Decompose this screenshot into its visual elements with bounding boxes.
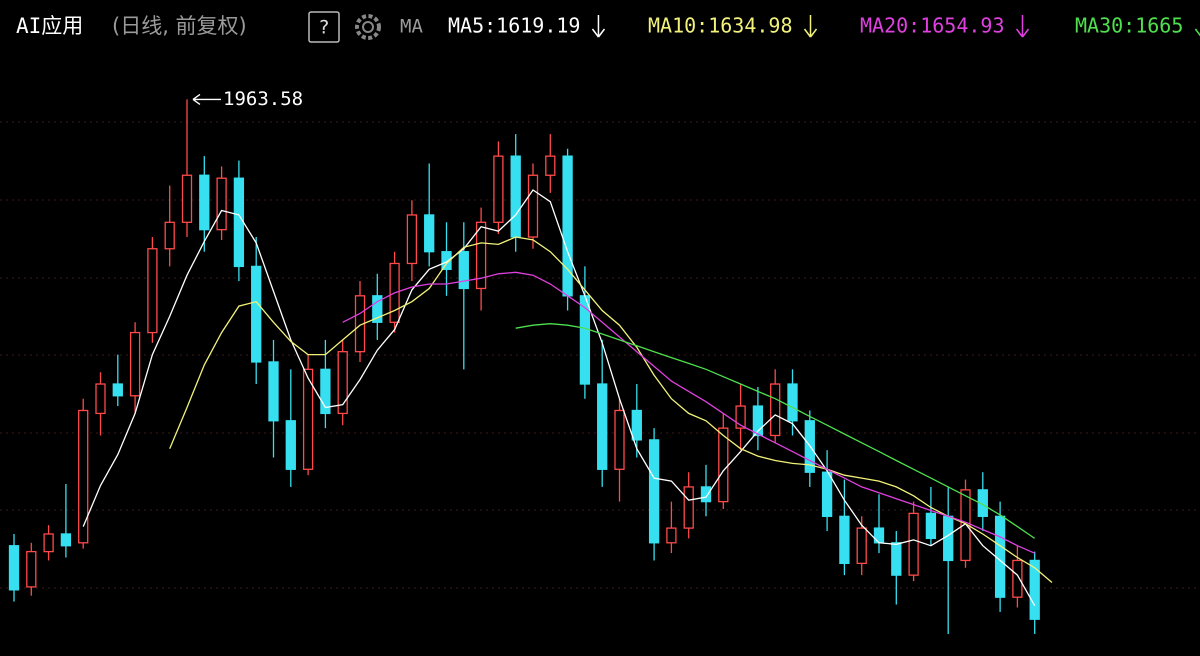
- candle-body: [718, 427, 729, 503]
- candle-body: [320, 368, 331, 415]
- candle-body: [441, 251, 452, 270]
- legend: MA5:1619.19 MA10:1634.98 MA20:1654.93 MA30:…: [448, 14, 1200, 38]
- chart-title: AI应用: [16, 14, 83, 38]
- candle-body: [337, 351, 348, 415]
- help-button[interactable]: ?: [318, 17, 329, 39]
- candle-body: [614, 409, 625, 470]
- candle-body: [233, 177, 245, 268]
- candle-body: [873, 527, 885, 544]
- candle-body: [26, 550, 37, 588]
- legend-entry: MA20:1654.93: [860, 14, 1005, 38]
- candle-body: [856, 527, 867, 565]
- candle-body: [43, 533, 54, 553]
- candle-body: [683, 486, 694, 529]
- legend-arrow: [803, 15, 818, 38]
- legend-arrow: [1194, 28, 1200, 37]
- candle-body: [908, 512, 919, 576]
- candle-body: [527, 174, 539, 238]
- candle-body: [493, 155, 504, 223]
- candle-body: [943, 515, 954, 562]
- candle-body: [770, 383, 781, 437]
- candle-body: [631, 409, 642, 441]
- candle-body: [458, 251, 469, 290]
- candle-body: [268, 361, 279, 422]
- grid: [0, 121, 1200, 589]
- ma-line: [342, 271, 1035, 554]
- candle-body: [666, 527, 677, 544]
- candle-body: [285, 420, 296, 470]
- candle-body: [424, 214, 435, 253]
- candle-body: [562, 155, 573, 297]
- help-box[interactable]: [308, 11, 340, 43]
- legend-arrow: [1015, 15, 1030, 38]
- candle-body: [891, 542, 902, 576]
- candle-body: [199, 174, 210, 231]
- legend-arrow: [591, 15, 606, 38]
- gear-hub: [362, 21, 374, 33]
- candle-body: [8, 545, 20, 591]
- ma-label: MA: [400, 16, 423, 38]
- candle-body: [147, 248, 158, 334]
- ma-line: [169, 236, 1053, 583]
- candle-body: [510, 155, 521, 238]
- candle-body: [129, 331, 141, 397]
- candle-body: [302, 368, 314, 470]
- ma-line: [82, 189, 1036, 607]
- candle-body: [994, 515, 1006, 598]
- candle-body: [112, 383, 123, 397]
- candle-body: [960, 489, 971, 562]
- legend-entry: MA30:1665: [1075, 14, 1183, 38]
- high-annotation: 1963.58: [223, 88, 303, 110]
- settings-icon[interactable]: [355, 14, 381, 40]
- candle-body: [251, 265, 262, 363]
- candle-body: [406, 214, 418, 265]
- candle-body: [821, 471, 833, 517]
- candle-body: [925, 512, 937, 540]
- candle-body: [78, 409, 89, 544]
- candle-body: [597, 383, 608, 470]
- candle-body: [700, 486, 712, 503]
- annotation-arrow: [192, 93, 221, 105]
- candle-body: [1029, 559, 1040, 620]
- candle-body: [60, 533, 72, 547]
- legend-entry: MA5:1619.19: [448, 14, 580, 38]
- candle-body: [216, 177, 227, 231]
- ma-line: [515, 323, 1036, 539]
- candle-body: [1012, 559, 1023, 598]
- candle-body: [977, 489, 988, 517]
- candle-body: [475, 221, 487, 290]
- plot: 1963.58: [8, 88, 1053, 634]
- candle-body: [372, 295, 383, 323]
- candle-body: [735, 405, 746, 429]
- candle-body: [545, 155, 556, 176]
- candle-body: [164, 221, 175, 250]
- gear: [355, 14, 381, 40]
- candle-body: [181, 174, 193, 223]
- candle-body: [787, 383, 798, 422]
- candle-body: [95, 383, 106, 415]
- candle-body: [648, 439, 660, 544]
- candle-body: [579, 295, 591, 385]
- candle-body: [752, 405, 764, 437]
- chart-subtitle: (日线, 前复权): [112, 14, 247, 38]
- candle-body: [839, 515, 850, 565]
- legend-entry: MA10:1634.98: [648, 14, 793, 38]
